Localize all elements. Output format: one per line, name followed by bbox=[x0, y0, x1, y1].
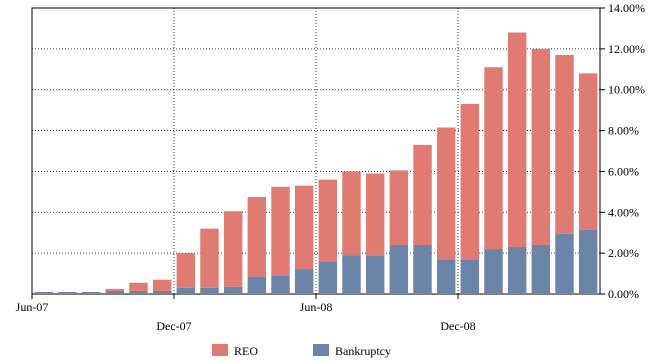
bar-bankruptcy-sep-07 bbox=[105, 290, 125, 294]
bar-bankruptcy-dec-08 bbox=[460, 259, 480, 294]
bar-reo-may-08 bbox=[294, 185, 314, 270]
bar-reo-jan-08 bbox=[200, 228, 219, 288]
x-tick-label: Jun-07 bbox=[16, 300, 49, 314]
bar-bankruptcy-jun-07 bbox=[34, 291, 54, 294]
bar-bankruptcy-mar-09 bbox=[531, 244, 551, 294]
y-tick-label: 6.00% bbox=[608, 164, 639, 178]
bar-reo-dec-08 bbox=[460, 104, 480, 260]
y-tick-label: 12.00% bbox=[608, 42, 645, 56]
bar-bankruptcy-apr-09 bbox=[555, 233, 574, 294]
bar-bankruptcy-jan-09 bbox=[484, 249, 503, 294]
bar-bankruptcy-may-09 bbox=[578, 229, 598, 294]
bar-reo-apr-08 bbox=[271, 186, 290, 276]
y-axis: 0.00% 2.00% 4.00% 6.00% 8.00% 10.00% 12.00% 14.… bbox=[600, 1, 645, 301]
y-tick-label: 4.00% bbox=[608, 205, 639, 219]
y-tick-label: 10.00% bbox=[608, 83, 645, 97]
bar-reo-apr-09 bbox=[555, 54, 574, 234]
bar-bankruptcy-nov-08 bbox=[436, 259, 456, 294]
legend-label-bankruptcy: Bankruptcy bbox=[335, 344, 391, 358]
bar-reo-jun-08 bbox=[318, 179, 338, 262]
bar-reo-feb-08 bbox=[223, 211, 243, 287]
bar-bankruptcy-mar-08 bbox=[247, 276, 267, 294]
bar-bankruptcy-aug-07 bbox=[81, 291, 101, 294]
bar-bankruptcy-jul-08 bbox=[342, 255, 361, 294]
y-tick-label: 0.00% bbox=[608, 287, 639, 301]
bar-reo-sep-07 bbox=[105, 288, 125, 291]
bar-reo-jul-08 bbox=[342, 171, 361, 256]
y-tick-label: 2.00% bbox=[608, 246, 639, 260]
bar-bankruptcy-oct-07 bbox=[129, 290, 148, 294]
legend-label-reo: REO bbox=[234, 344, 258, 358]
bar-bankruptcy-jan-08 bbox=[200, 287, 219, 294]
bar-bankruptcy-nov-07 bbox=[152, 290, 172, 294]
legend-swatch-reo bbox=[212, 344, 228, 356]
bar-reo-aug-08 bbox=[365, 173, 385, 256]
bar-reo-may-09 bbox=[578, 73, 598, 230]
bar-reo-nov-08 bbox=[436, 127, 456, 260]
bar-bankruptcy-jun-08 bbox=[318, 261, 338, 294]
bar-bankruptcy-sep-08 bbox=[389, 244, 409, 294]
bar-reo-mar-08 bbox=[247, 196, 267, 277]
x-tick-label: Dec-07 bbox=[156, 319, 191, 333]
y-tick-label: 14.00% bbox=[608, 1, 645, 15]
bar-bankruptcy-feb-09 bbox=[507, 247, 527, 294]
bar-bankruptcy-jul-07 bbox=[58, 291, 77, 294]
bar-reo-sep-08 bbox=[389, 170, 409, 245]
x-tick-label: Dec-08 bbox=[440, 319, 475, 333]
bar-reo-mar-09 bbox=[531, 48, 551, 245]
bar-bankruptcy-dec-07 bbox=[176, 287, 196, 294]
bar-bankruptcy-aug-08 bbox=[365, 255, 385, 294]
legend: REO Bankruptcy bbox=[212, 344, 391, 358]
bars bbox=[34, 32, 598, 294]
bar-bankruptcy-apr-08 bbox=[271, 275, 290, 294]
bar-bankruptcy-may-08 bbox=[294, 269, 314, 294]
bar-reo-jan-09 bbox=[484, 67, 503, 250]
plot-area bbox=[31, 7, 601, 295]
bar-reo-dec-07 bbox=[176, 253, 196, 288]
y-tick-label: 8.00% bbox=[608, 124, 639, 138]
bar-reo-oct-07 bbox=[129, 282, 148, 291]
bar-reo-oct-08 bbox=[413, 144, 432, 245]
bar-bankruptcy-oct-08 bbox=[413, 244, 432, 294]
bar-reo-nov-07 bbox=[152, 279, 172, 291]
bar-reo-feb-09 bbox=[507, 32, 527, 248]
bar-bankruptcy-feb-08 bbox=[223, 286, 243, 294]
legend-swatch-bankruptcy bbox=[313, 344, 329, 356]
x-axis: Jun-07 Dec-07 Jun-08 Dec-08 bbox=[16, 294, 476, 333]
x-tick-label: Jun-08 bbox=[300, 300, 333, 314]
